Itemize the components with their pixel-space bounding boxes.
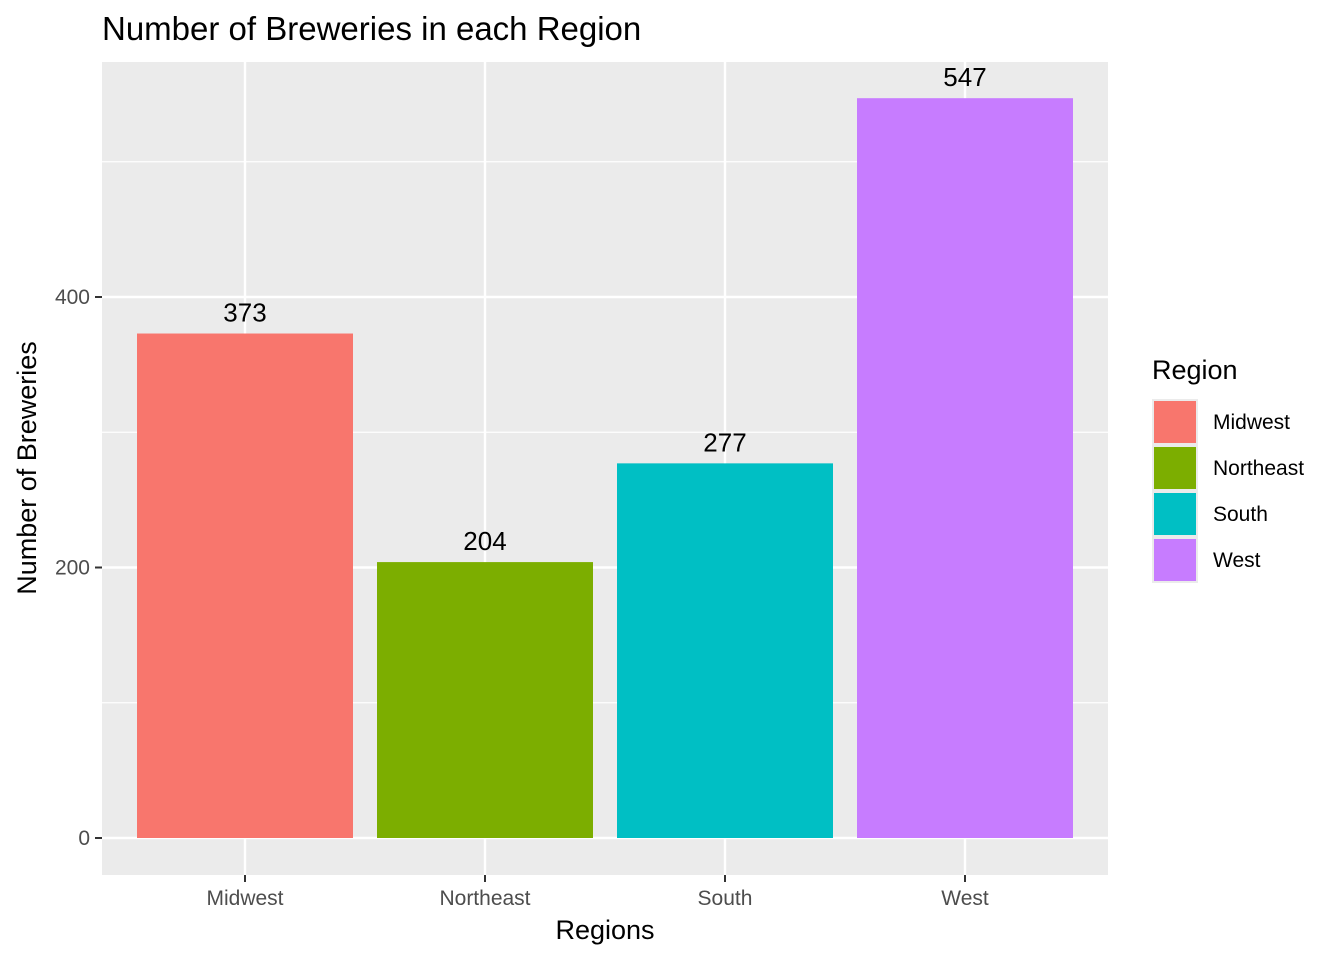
x-tick-label: Midwest <box>206 887 283 910</box>
y-axis-title: Number of Breweries <box>12 341 42 595</box>
legend-swatch-northeast <box>1154 447 1196 489</box>
chart-title: Number of Breweries in each Region <box>102 10 641 47</box>
legend-title: Region <box>1152 355 1238 385</box>
bar-south <box>617 463 833 838</box>
legend-label-northeast: Northeast <box>1213 457 1304 480</box>
bar-northeast <box>377 562 593 838</box>
x-axis: Midwest Northeast South West <box>206 875 989 910</box>
bars <box>137 98 1073 839</box>
bar-midwest <box>137 333 353 838</box>
y-tick-label: 200 <box>55 557 90 580</box>
legend-swatch-west <box>1154 539 1196 581</box>
bar-west <box>857 98 1073 839</box>
legend-swatch-south <box>1154 493 1196 535</box>
legend-label-west: West <box>1213 549 1261 572</box>
data-label-midwest: 373 <box>223 298 266 328</box>
data-label-south: 277 <box>703 427 746 457</box>
x-tick-label: West <box>941 887 989 910</box>
x-axis-title: Regions <box>555 915 654 945</box>
y-tick-label: 400 <box>55 286 90 309</box>
legend-label-south: South <box>1213 503 1268 526</box>
legend-swatch-midwest <box>1154 401 1196 443</box>
legend-label-midwest: Midwest <box>1213 411 1290 434</box>
data-label-west: 547 <box>943 62 986 92</box>
y-tick-label: 0 <box>78 827 90 850</box>
x-tick-label: South <box>698 887 753 910</box>
data-labels: 373 204 277 547 <box>223 62 986 556</box>
y-axis: 0 200 400 <box>55 286 102 850</box>
legend: Region Midwest Northeast South West <box>1152 355 1304 583</box>
data-label-northeast: 204 <box>463 526 506 556</box>
x-tick-label: Northeast <box>439 887 530 910</box>
